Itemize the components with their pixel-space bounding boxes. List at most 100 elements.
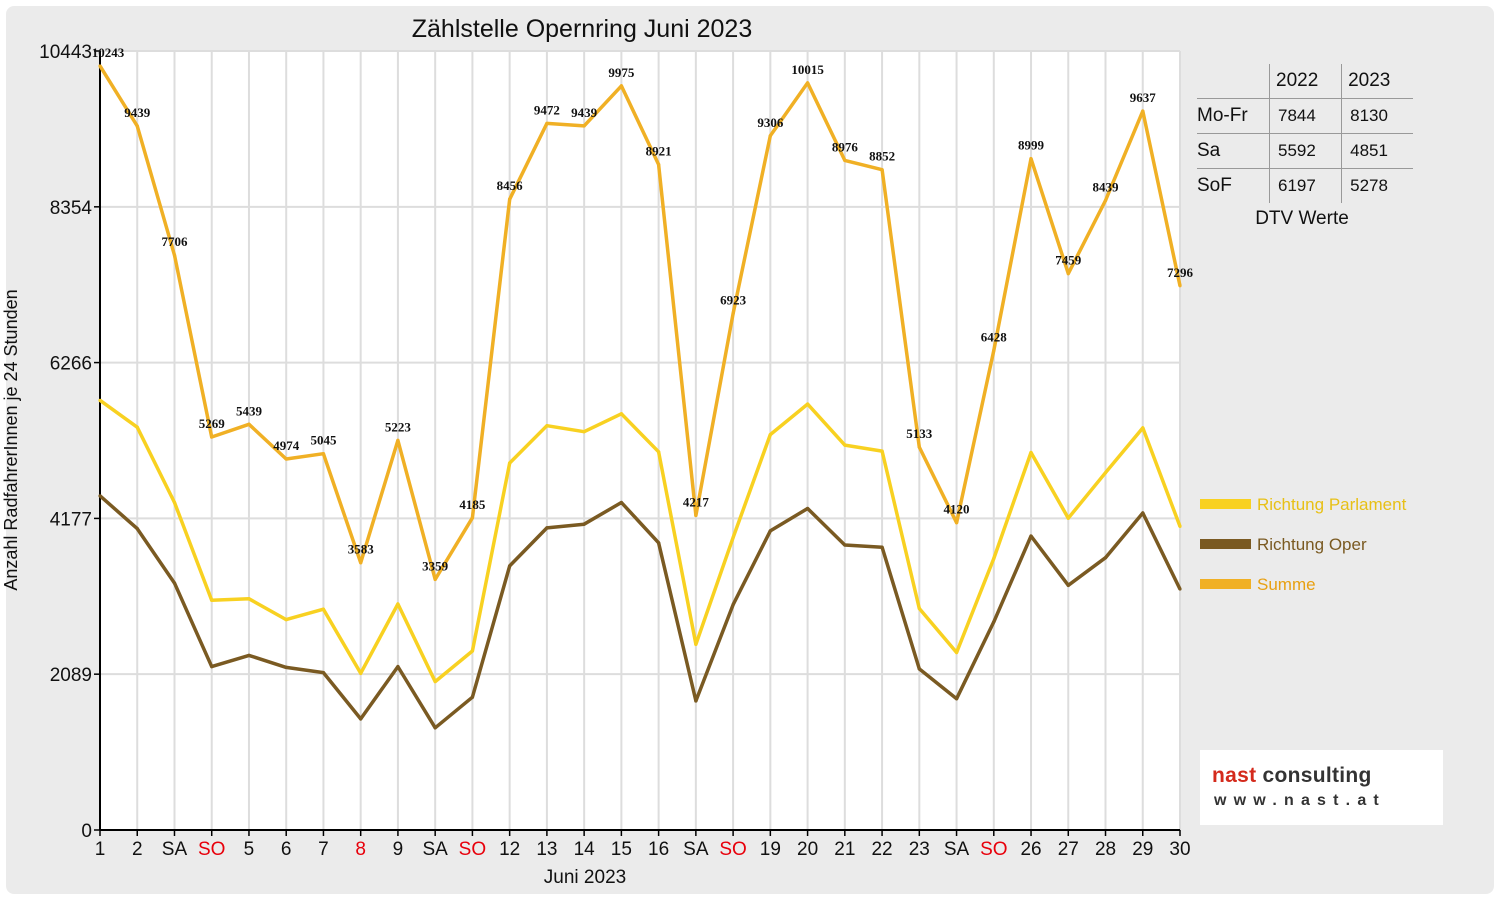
data-point-richtung-parlament xyxy=(321,607,326,611)
data-label-summe: 8921 xyxy=(646,144,672,159)
data-point-richtung-oper xyxy=(805,506,810,511)
data-point-summe xyxy=(470,516,475,520)
data-point-summe xyxy=(843,158,847,163)
dtv-value: 5592 xyxy=(1268,133,1342,169)
x-tick-label: 9 xyxy=(393,839,404,860)
data-point-richtung-parlament xyxy=(954,650,959,655)
logo-name-red: nast xyxy=(1212,764,1257,787)
dtv-row-label: Mo-Fr xyxy=(1197,98,1270,134)
dtv-table: 2022 2023 Mo-Fr 7844 8130 Sa 5592 4851 S… xyxy=(1197,64,1413,203)
logo-url: www.nast.at xyxy=(1214,792,1386,809)
data-point-richtung-oper xyxy=(172,581,177,585)
x-tick-label: 29 xyxy=(1132,839,1153,860)
data-point-richtung-parlament xyxy=(359,671,363,675)
data-point-summe xyxy=(321,452,326,456)
data-point-summe xyxy=(396,438,400,442)
x-tick-label: SO xyxy=(719,839,746,860)
data-point-richtung-parlament xyxy=(470,649,475,653)
data-point-richtung-parlament xyxy=(545,424,549,428)
data-label-summe: 3583 xyxy=(348,542,375,557)
dtv-value: 7844 xyxy=(1268,98,1342,134)
dtv-row-label: SoF xyxy=(1197,168,1270,203)
data-point-richtung-oper xyxy=(284,665,288,669)
legend-swatch-richtung-oper xyxy=(1200,539,1251,549)
dtv-value: 6197 xyxy=(1268,168,1342,203)
data-point-summe xyxy=(172,253,177,257)
data-point-summe xyxy=(768,134,772,138)
data-label-summe: 4217 xyxy=(683,494,710,509)
data-point-summe xyxy=(805,81,810,85)
data-point-richtung-oper xyxy=(545,526,549,530)
data-label-summe: 9975 xyxy=(608,65,635,80)
legend-label-summe: Summe xyxy=(1257,575,1316,594)
data-point-richtung-oper xyxy=(694,699,698,703)
dtv-value: 8130 xyxy=(1341,98,1413,134)
data-point-richtung-parlament xyxy=(98,398,102,402)
x-tick-label: 30 xyxy=(1169,839,1190,860)
data-point-richtung-parlament xyxy=(1178,524,1182,528)
data-label-summe: 5223 xyxy=(385,419,412,434)
data-point-summe xyxy=(247,422,251,426)
data-point-richtung-oper xyxy=(470,695,475,699)
data-point-summe xyxy=(1066,271,1070,276)
data-point-summe xyxy=(731,311,735,316)
data-point-richtung-parlament xyxy=(135,425,139,429)
data-label-summe: 7459 xyxy=(1055,253,1082,268)
logo-name: nast consulting xyxy=(1212,764,1372,788)
data-point-summe xyxy=(284,457,288,461)
data-point-summe xyxy=(694,513,698,518)
data-point-richtung-oper xyxy=(619,500,623,505)
data-point-richtung-parlament xyxy=(1066,516,1070,520)
data-point-summe xyxy=(210,435,214,439)
data-label-summe: 4120 xyxy=(944,502,970,517)
data-point-summe xyxy=(954,521,959,525)
data-point-richtung-parlament xyxy=(284,618,288,622)
data-point-richtung-parlament xyxy=(1029,450,1033,455)
data-label-summe: 4185 xyxy=(459,497,486,512)
data-point-richtung-oper xyxy=(582,522,586,526)
x-tick-label: 2 xyxy=(132,839,143,860)
data-point-summe xyxy=(917,445,921,449)
x-tick-label: SA xyxy=(162,839,188,860)
x-tick-label: SO xyxy=(980,839,1007,860)
legend-label-richtung-oper: Richtung Oper xyxy=(1257,535,1367,554)
data-point-richtung-oper xyxy=(768,529,772,533)
data-point-summe xyxy=(1141,109,1145,113)
data-point-richtung-oper xyxy=(98,494,102,498)
data-point-summe xyxy=(135,124,139,128)
data-point-richtung-oper xyxy=(880,545,884,549)
data-point-richtung-parlament xyxy=(805,402,810,406)
data-point-richtung-parlament xyxy=(694,642,698,646)
data-label-summe: 8999 xyxy=(1018,138,1045,153)
data-point-summe xyxy=(619,84,623,88)
series-line-summe xyxy=(98,64,1182,582)
data-point-summe xyxy=(545,121,549,126)
data-point-richtung-parlament xyxy=(247,597,251,601)
y-axis-label: Anzahl RadfahrerInnen je 24 Stunden xyxy=(1,289,21,590)
data-label-summe: 5133 xyxy=(906,426,933,441)
data-point-richtung-oper xyxy=(1178,587,1182,591)
data-label-summe: 9472 xyxy=(534,102,560,117)
x-tick-label: 19 xyxy=(760,839,781,860)
data-label-summe: 6428 xyxy=(981,330,1008,345)
dtv-row-mofr: Mo-Fr 7844 8130 xyxy=(1197,98,1413,134)
data-point-richtung-oper xyxy=(954,697,959,701)
series-line-richtung-oper xyxy=(98,494,1182,730)
data-point-richtung-oper xyxy=(843,543,847,547)
dtv-value: 4851 xyxy=(1341,133,1413,169)
company-logo: nast consulting www.nast.at xyxy=(1200,750,1443,825)
plot-area xyxy=(100,51,1180,830)
data-point-richtung-parlament xyxy=(508,461,512,465)
data-point-richtung-parlament xyxy=(1103,471,1108,475)
data-point-summe xyxy=(582,124,586,128)
data-label-summe: 5045 xyxy=(310,433,337,448)
data-point-richtung-oper xyxy=(1103,556,1108,560)
x-tick-label: 20 xyxy=(797,839,818,860)
data-label-summe: 5269 xyxy=(199,416,226,431)
data-point-summe xyxy=(992,348,996,353)
data-point-richtung-parlament xyxy=(880,449,884,453)
data-point-richtung-oper xyxy=(396,665,400,669)
data-point-summe xyxy=(880,168,884,172)
data-point-summe xyxy=(1103,198,1108,203)
